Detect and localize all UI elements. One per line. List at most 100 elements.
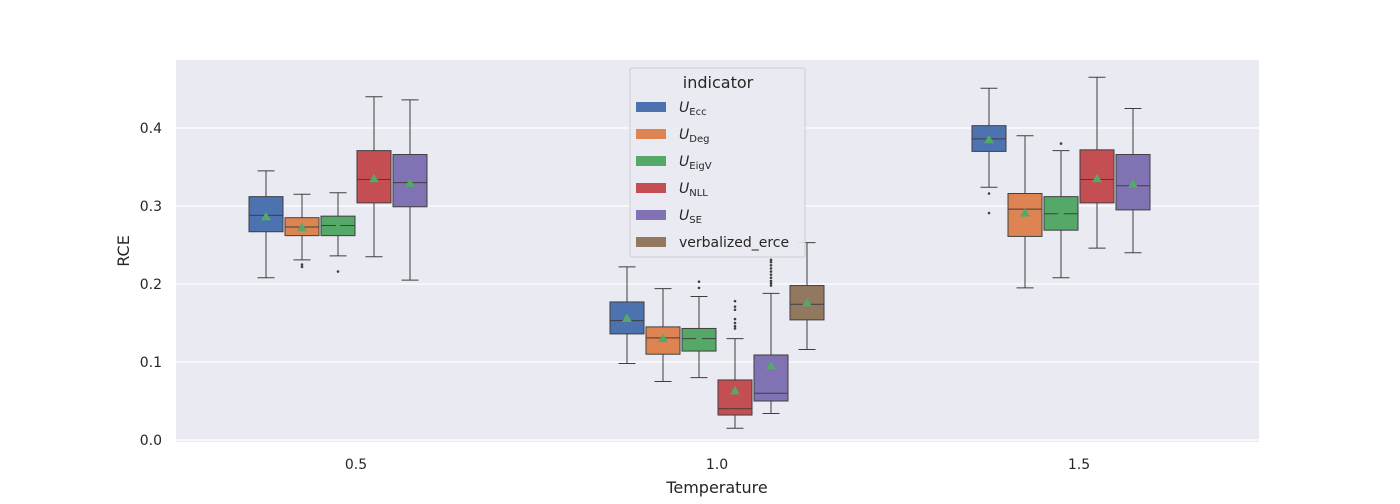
x-tick-label: 0.5 — [345, 457, 367, 473]
y-axis-label: RCE — [114, 235, 133, 267]
x-tick-label: 1.5 — [1068, 457, 1090, 473]
outlier-point — [769, 260, 773, 264]
x-axis-label: Temperature — [665, 478, 767, 497]
mean-marker — [766, 360, 776, 370]
outlier-point — [987, 211, 991, 215]
legend-label: UNLL — [679, 181, 708, 199]
legend-swatch — [636, 129, 666, 139]
mean-marker — [694, 333, 704, 343]
mean-marker — [1128, 179, 1138, 188]
box-body — [1007, 193, 1043, 237]
box-body — [717, 379, 753, 416]
box — [717, 299, 753, 429]
mean-marker — [297, 222, 307, 232]
y-tick-label: 0.2 — [140, 277, 162, 293]
box — [1079, 76, 1115, 249]
box — [789, 242, 825, 351]
mean-marker — [1020, 208, 1030, 217]
y-tick-label: 0.4 — [140, 121, 162, 137]
mean-marker — [1092, 173, 1102, 183]
legend-label-base: U — [679, 127, 689, 143]
outlier-point — [769, 267, 773, 270]
series-u-se — [392, 99, 1151, 414]
box — [1115, 108, 1151, 254]
series-u-ecc — [248, 87, 1007, 365]
legend-label-base: U — [679, 100, 689, 116]
series-u-nll — [356, 76, 1115, 429]
box — [681, 280, 717, 379]
outlier-point — [697, 286, 701, 290]
box — [356, 96, 392, 258]
box — [971, 87, 1007, 215]
outlier-point — [733, 321, 737, 325]
outlier-point — [697, 280, 701, 283]
mean-marker — [622, 313, 632, 322]
box — [1043, 142, 1079, 279]
legend-label: verbalized_erce — [679, 235, 789, 251]
mean-marker — [658, 333, 668, 343]
box — [284, 193, 320, 269]
mean-marker — [1056, 208, 1066, 218]
legend-label: USE — [679, 208, 702, 226]
legend-label-subscript: EigV — [689, 161, 711, 172]
legend-label: UEigV — [679, 154, 712, 172]
outlier-point — [733, 317, 737, 321]
y-tick-label: 0.3 — [140, 199, 162, 215]
legend-label-base: U — [679, 181, 689, 197]
legend-label-base: verbalized_erce — [679, 235, 789, 251]
y-tick-label: 0.0 — [140, 433, 162, 449]
outlier-point — [769, 279, 773, 283]
outlier-point — [769, 276, 773, 280]
mean-marker — [405, 178, 415, 187]
legend-swatch — [636, 237, 666, 247]
outlier-point — [1059, 142, 1063, 145]
x-axis-ticks: 0.5 1.0 1.5 — [345, 457, 1090, 473]
outlier-point — [769, 281, 773, 285]
series-verbalized-erce — [789, 242, 825, 351]
mean-marker — [369, 173, 379, 183]
legend-label-subscript: NLL — [689, 188, 708, 199]
series-u-deg — [284, 135, 1043, 382]
box — [645, 288, 681, 382]
outlier-point — [987, 192, 991, 195]
outlier-point — [769, 284, 773, 287]
y-axis-ticks: 0.0 0.1 0.2 0.3 0.4 — [140, 121, 162, 449]
legend-title: indicator — [683, 73, 754, 92]
legend-frame — [629, 67, 806, 258]
mean-marker — [261, 211, 271, 221]
outlier-point — [733, 324, 737, 328]
outlier-point — [300, 263, 304, 266]
box — [320, 192, 356, 273]
legend-swatch — [636, 102, 666, 112]
legend-label-subscript: Deg — [689, 134, 709, 145]
legend-label: UDeg — [679, 127, 709, 145]
outlier-point — [769, 258, 773, 262]
outlier-point — [733, 305, 737, 308]
legend: indicator UEccUDegUEigVUNLLUSEverbalized… — [629, 67, 806, 258]
outlier-point — [769, 273, 773, 276]
box — [248, 170, 284, 279]
legend-label-base: U — [679, 208, 689, 224]
mean-marker — [984, 134, 994, 144]
outlier-point — [769, 263, 773, 267]
series-u-eigv — [320, 142, 1079, 379]
outlier-point — [733, 327, 737, 330]
legend-swatch — [636, 183, 666, 193]
legend-label: UEcc — [679, 100, 707, 118]
outlier-point — [733, 299, 737, 303]
outlier-point — [336, 270, 340, 273]
y-tick-label: 0.1 — [140, 355, 162, 371]
mean-marker — [730, 385, 740, 395]
box — [609, 266, 645, 365]
outlier-point — [300, 265, 304, 269]
box-series-group — [248, 76, 1151, 429]
x-tick-label: 1.0 — [706, 457, 728, 473]
outlier-point — [733, 308, 737, 312]
legend-swatch — [636, 156, 666, 166]
box — [1007, 135, 1043, 289]
outlier-point — [769, 270, 773, 273]
legend-label-subscript: SE — [689, 215, 702, 226]
legend-label-subscript: Ecc — [689, 107, 706, 118]
